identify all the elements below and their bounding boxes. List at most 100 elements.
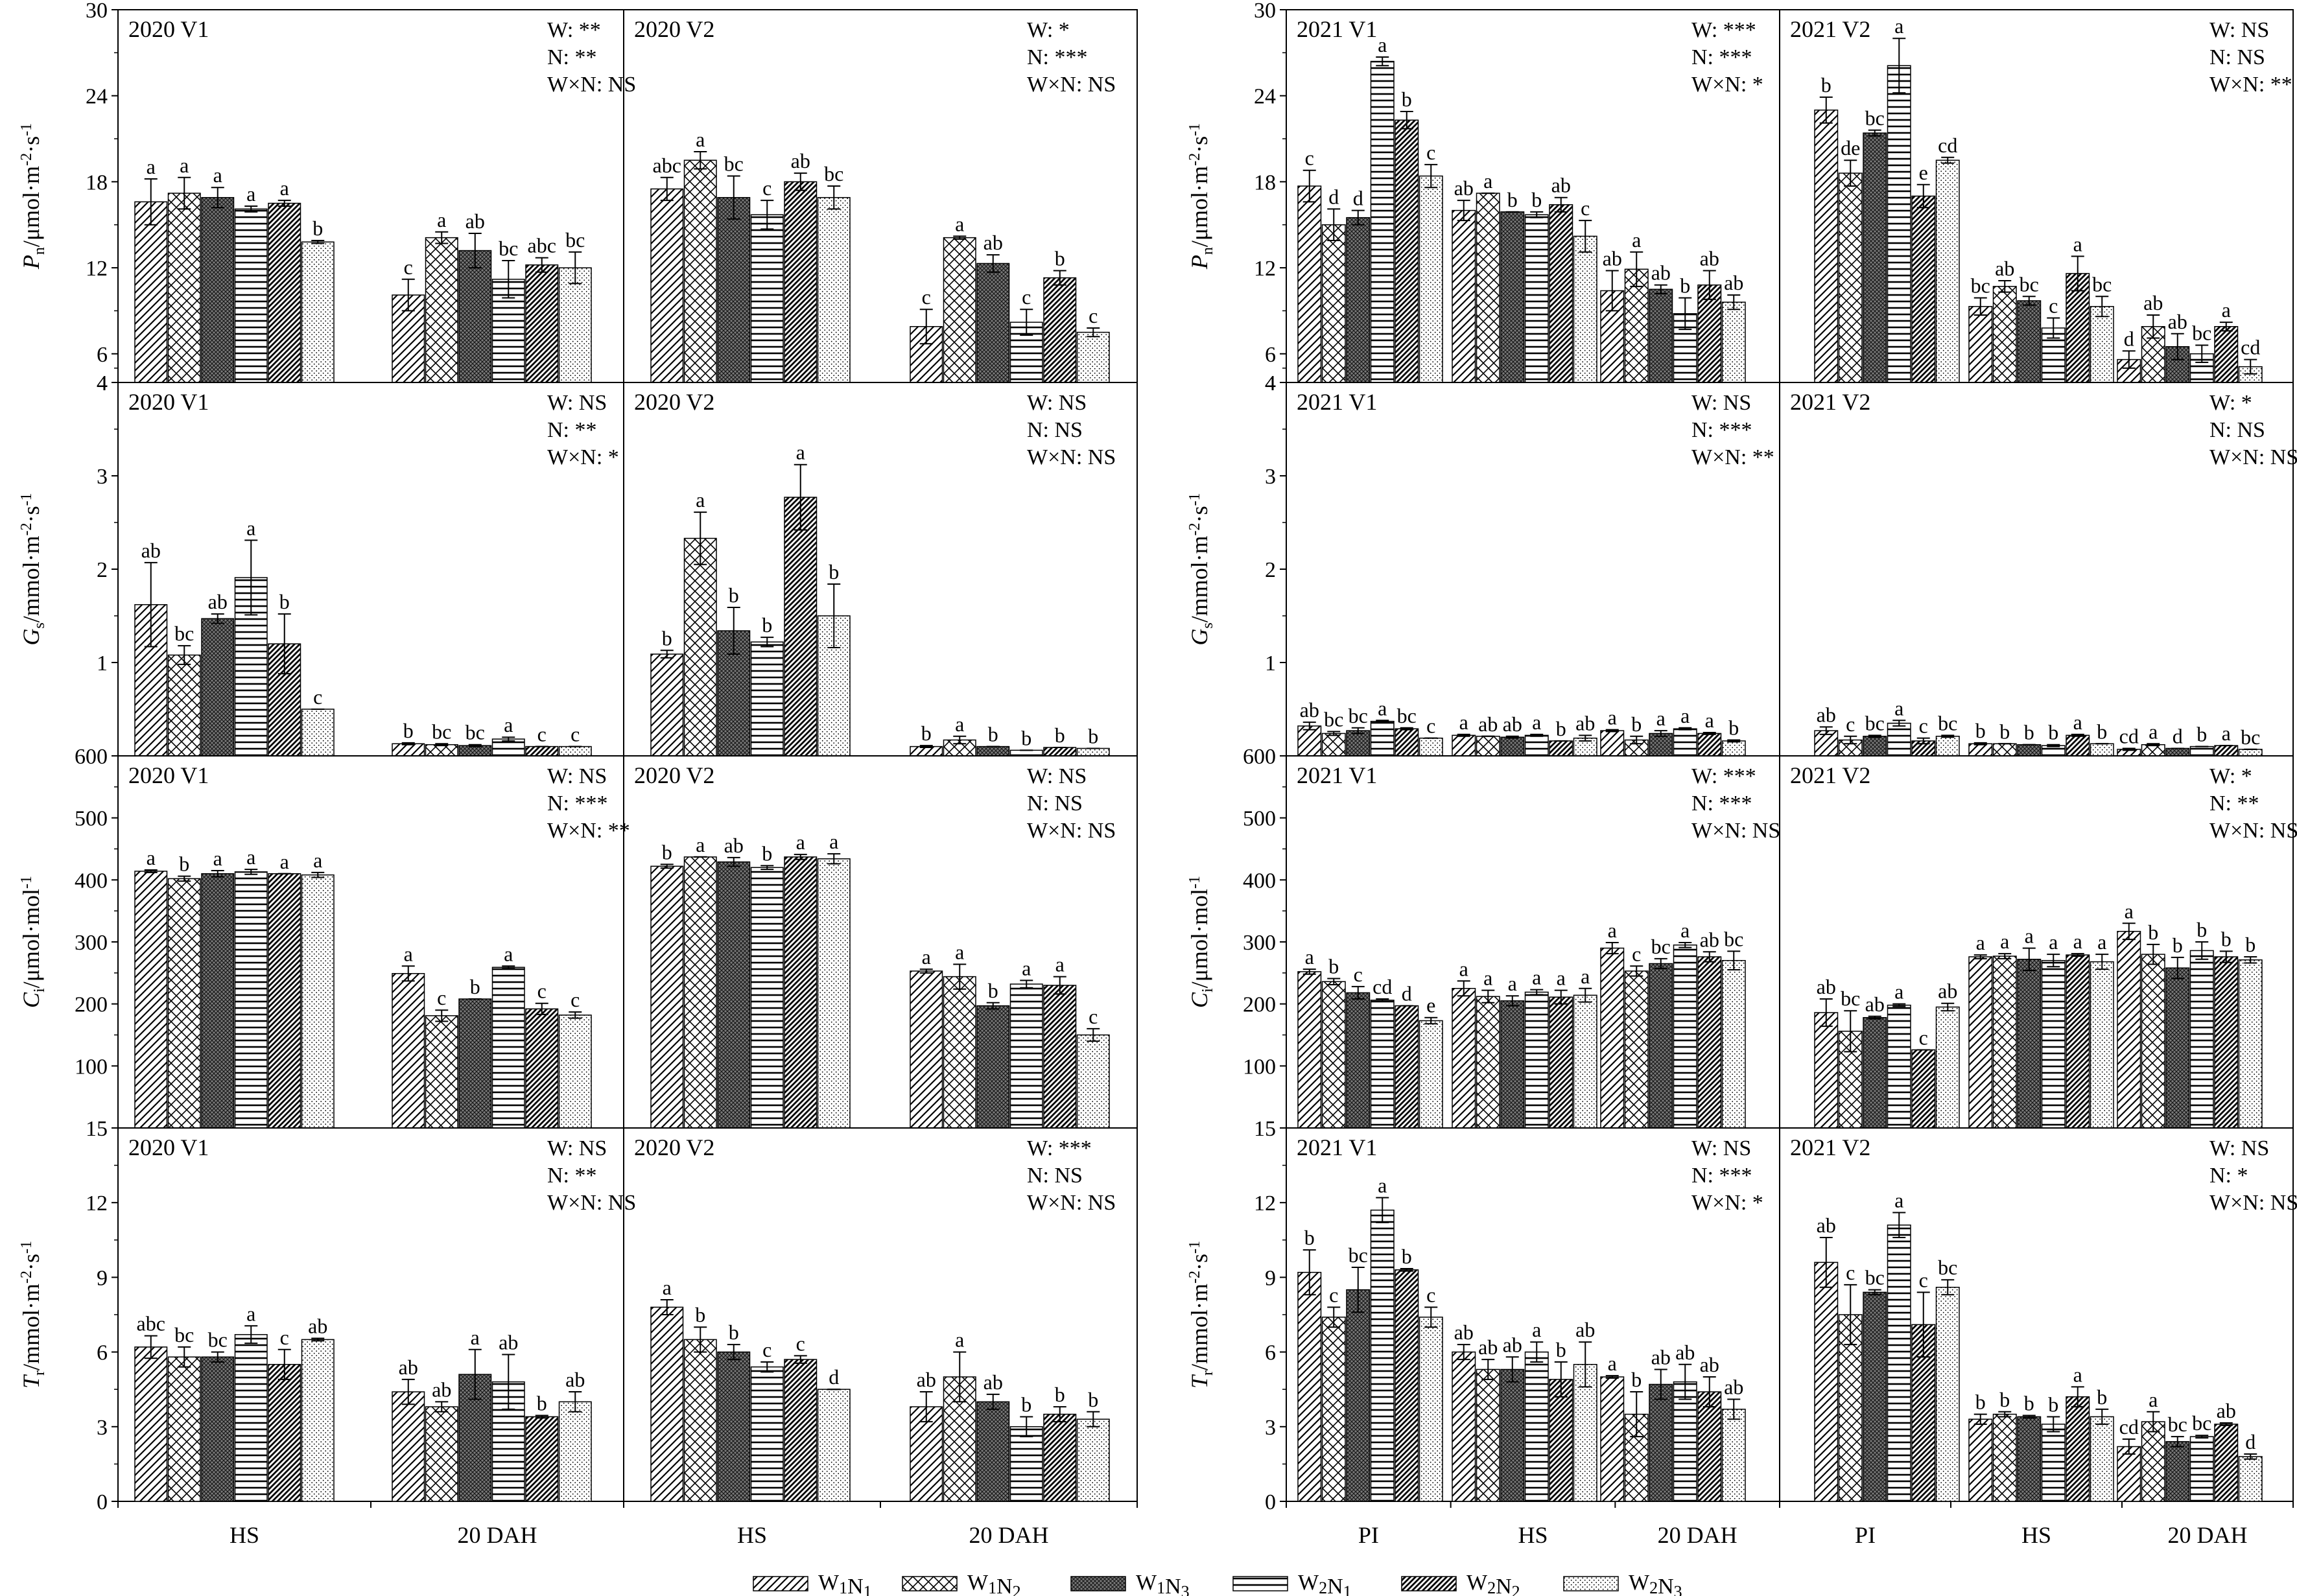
significance-letter: ab (465, 209, 485, 233)
stat-text: N: *** (547, 792, 608, 816)
significance-letter: a (2222, 298, 2231, 322)
bar-w1n2 (425, 1406, 458, 1502)
significance-letter: ab (141, 539, 161, 562)
significance-letter: c (762, 176, 772, 200)
significance-letter: c (1632, 942, 1641, 965)
bar-w2n2 (784, 856, 818, 1129)
bar-w2n2 (784, 497, 818, 757)
bar-w1n2 (1476, 996, 1500, 1129)
y-tick-label: 6 (97, 1341, 108, 1365)
significance-letter: b (179, 852, 189, 876)
significance-letter: bc (2192, 322, 2211, 345)
bar-w1n1 (1452, 1351, 1476, 1502)
significance-letter: b (1021, 1392, 1031, 1416)
bar-w2n2 (1549, 740, 1573, 757)
significance-letter: ab (2217, 1399, 2236, 1422)
significance-letter: b (1999, 1388, 2010, 1411)
significance-letter: a (213, 163, 222, 187)
significance-letter: ab (1651, 261, 1671, 285)
stat-text: W: NS (2209, 18, 2269, 42)
stat-text: W: NS (1027, 764, 1087, 788)
bar-w1n3 (1500, 736, 1525, 757)
y-axis-label: Gs/mmol·m-2·s-1 (1186, 493, 1216, 645)
significance-letter: ab (208, 590, 228, 613)
bar-w2n2 (1697, 1391, 1722, 1502)
significance-letter: abc (528, 234, 556, 257)
stat-text: N: *** (1691, 418, 1752, 442)
significance-letter: ab (1603, 247, 1622, 270)
bar-w1n3 (2165, 1441, 2190, 1502)
bar-w2n3 (1721, 301, 1746, 383)
bar-w1n1 (650, 865, 684, 1129)
significance-letter: b (695, 1303, 705, 1326)
significance-letter: b (2097, 720, 2107, 743)
significance-letter: ab (1817, 975, 1836, 998)
significance-letter: c (1426, 1283, 1435, 1306)
x-category-label: HS (2021, 1522, 2051, 1548)
stat-text: W: NS (1691, 391, 1751, 415)
bar-w2n3 (817, 196, 851, 383)
legend-label: W2N1 (1298, 1571, 1352, 1596)
y-tick-label: 100 (75, 1055, 108, 1079)
bar-w2n2 (784, 1359, 818, 1502)
bar-w1n2 (943, 237, 976, 383)
panel-pn2020v1: 4 6 12 18 24 30 Pn/μmol·m-2·s-1 2020 V1 W: ** N: … (18, 0, 636, 395)
bar-w1n1 (1968, 306, 1993, 383)
y-tick-label: 500 (75, 807, 108, 831)
bar-w1n1 (1968, 743, 1993, 757)
bar-group-20-dah: a c b a c c (392, 942, 592, 1129)
stat-text: W×N: ** (1691, 445, 1774, 469)
bar-w2n2 (1549, 204, 1573, 383)
bar-w2n3 (1076, 1418, 1110, 1502)
bar-w1n1 (1968, 956, 1993, 1129)
significance-letter: bc (2192, 1411, 2211, 1435)
significance-letter: a (1894, 980, 1903, 1003)
bar-w2n1 (234, 1333, 268, 1502)
bar-w1n3 (2017, 744, 2042, 757)
significance-letter: ab (984, 1370, 1003, 1394)
bar-w2n2 (268, 873, 301, 1129)
bar-w2n3 (1419, 1317, 1443, 1502)
stat-text: W×N: * (1691, 73, 1763, 97)
bar-w1n3 (1346, 1289, 1371, 1502)
bar-w2n3 (2238, 1456, 2263, 1502)
bar-w1n1 (1600, 730, 1625, 757)
y-tick-label: 300 (75, 931, 108, 955)
stat-text: W: NS (1027, 391, 1087, 415)
bar-w1n3 (717, 1351, 751, 1502)
significance-letter: cd (2119, 724, 2139, 747)
bar-w2n3 (558, 1401, 592, 1502)
bar-w1n1 (1452, 209, 1476, 383)
bar-w1n3 (1863, 1016, 1887, 1129)
bar-w2n1 (2041, 959, 2066, 1129)
significance-letter: a (955, 940, 964, 963)
significance-letter: c (280, 1326, 289, 1349)
significance-letter: ab (1995, 257, 2014, 280)
significance-letter: bc (499, 237, 518, 260)
bar-w1n2 (1321, 224, 1346, 383)
panel-title: 2020 V1 (128, 1134, 209, 1160)
significance-letter: a (2073, 1363, 2082, 1386)
stat-text: N: *** (1691, 45, 1752, 69)
stat-text: W×N: NS (2209, 445, 2297, 469)
bar-w1n1 (1814, 1012, 1839, 1129)
y-tick-label: 0 (1265, 1490, 1276, 1514)
bar-w1n1 (1297, 1271, 1322, 1502)
bar-w1n1 (134, 1346, 168, 1502)
significance-letter: b (1055, 1383, 1065, 1406)
y-axis-label: Gs/mmol·m-2·s-1 (18, 493, 48, 645)
significance-letter: a (696, 488, 705, 511)
bar-w1n1 (1297, 185, 1322, 383)
bar-w1n1 (1814, 1262, 1839, 1502)
y-tick-label: 1 (97, 651, 108, 675)
bar-w2n3 (2090, 961, 2114, 1129)
significance-letter: c (571, 723, 580, 746)
panel-title: 2021 V1 (1297, 16, 1377, 42)
